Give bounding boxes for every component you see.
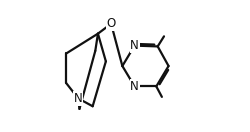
Text: O: O: [106, 17, 116, 30]
Text: N: N: [130, 80, 139, 93]
Text: N: N: [74, 92, 82, 105]
Text: N: N: [130, 39, 139, 52]
